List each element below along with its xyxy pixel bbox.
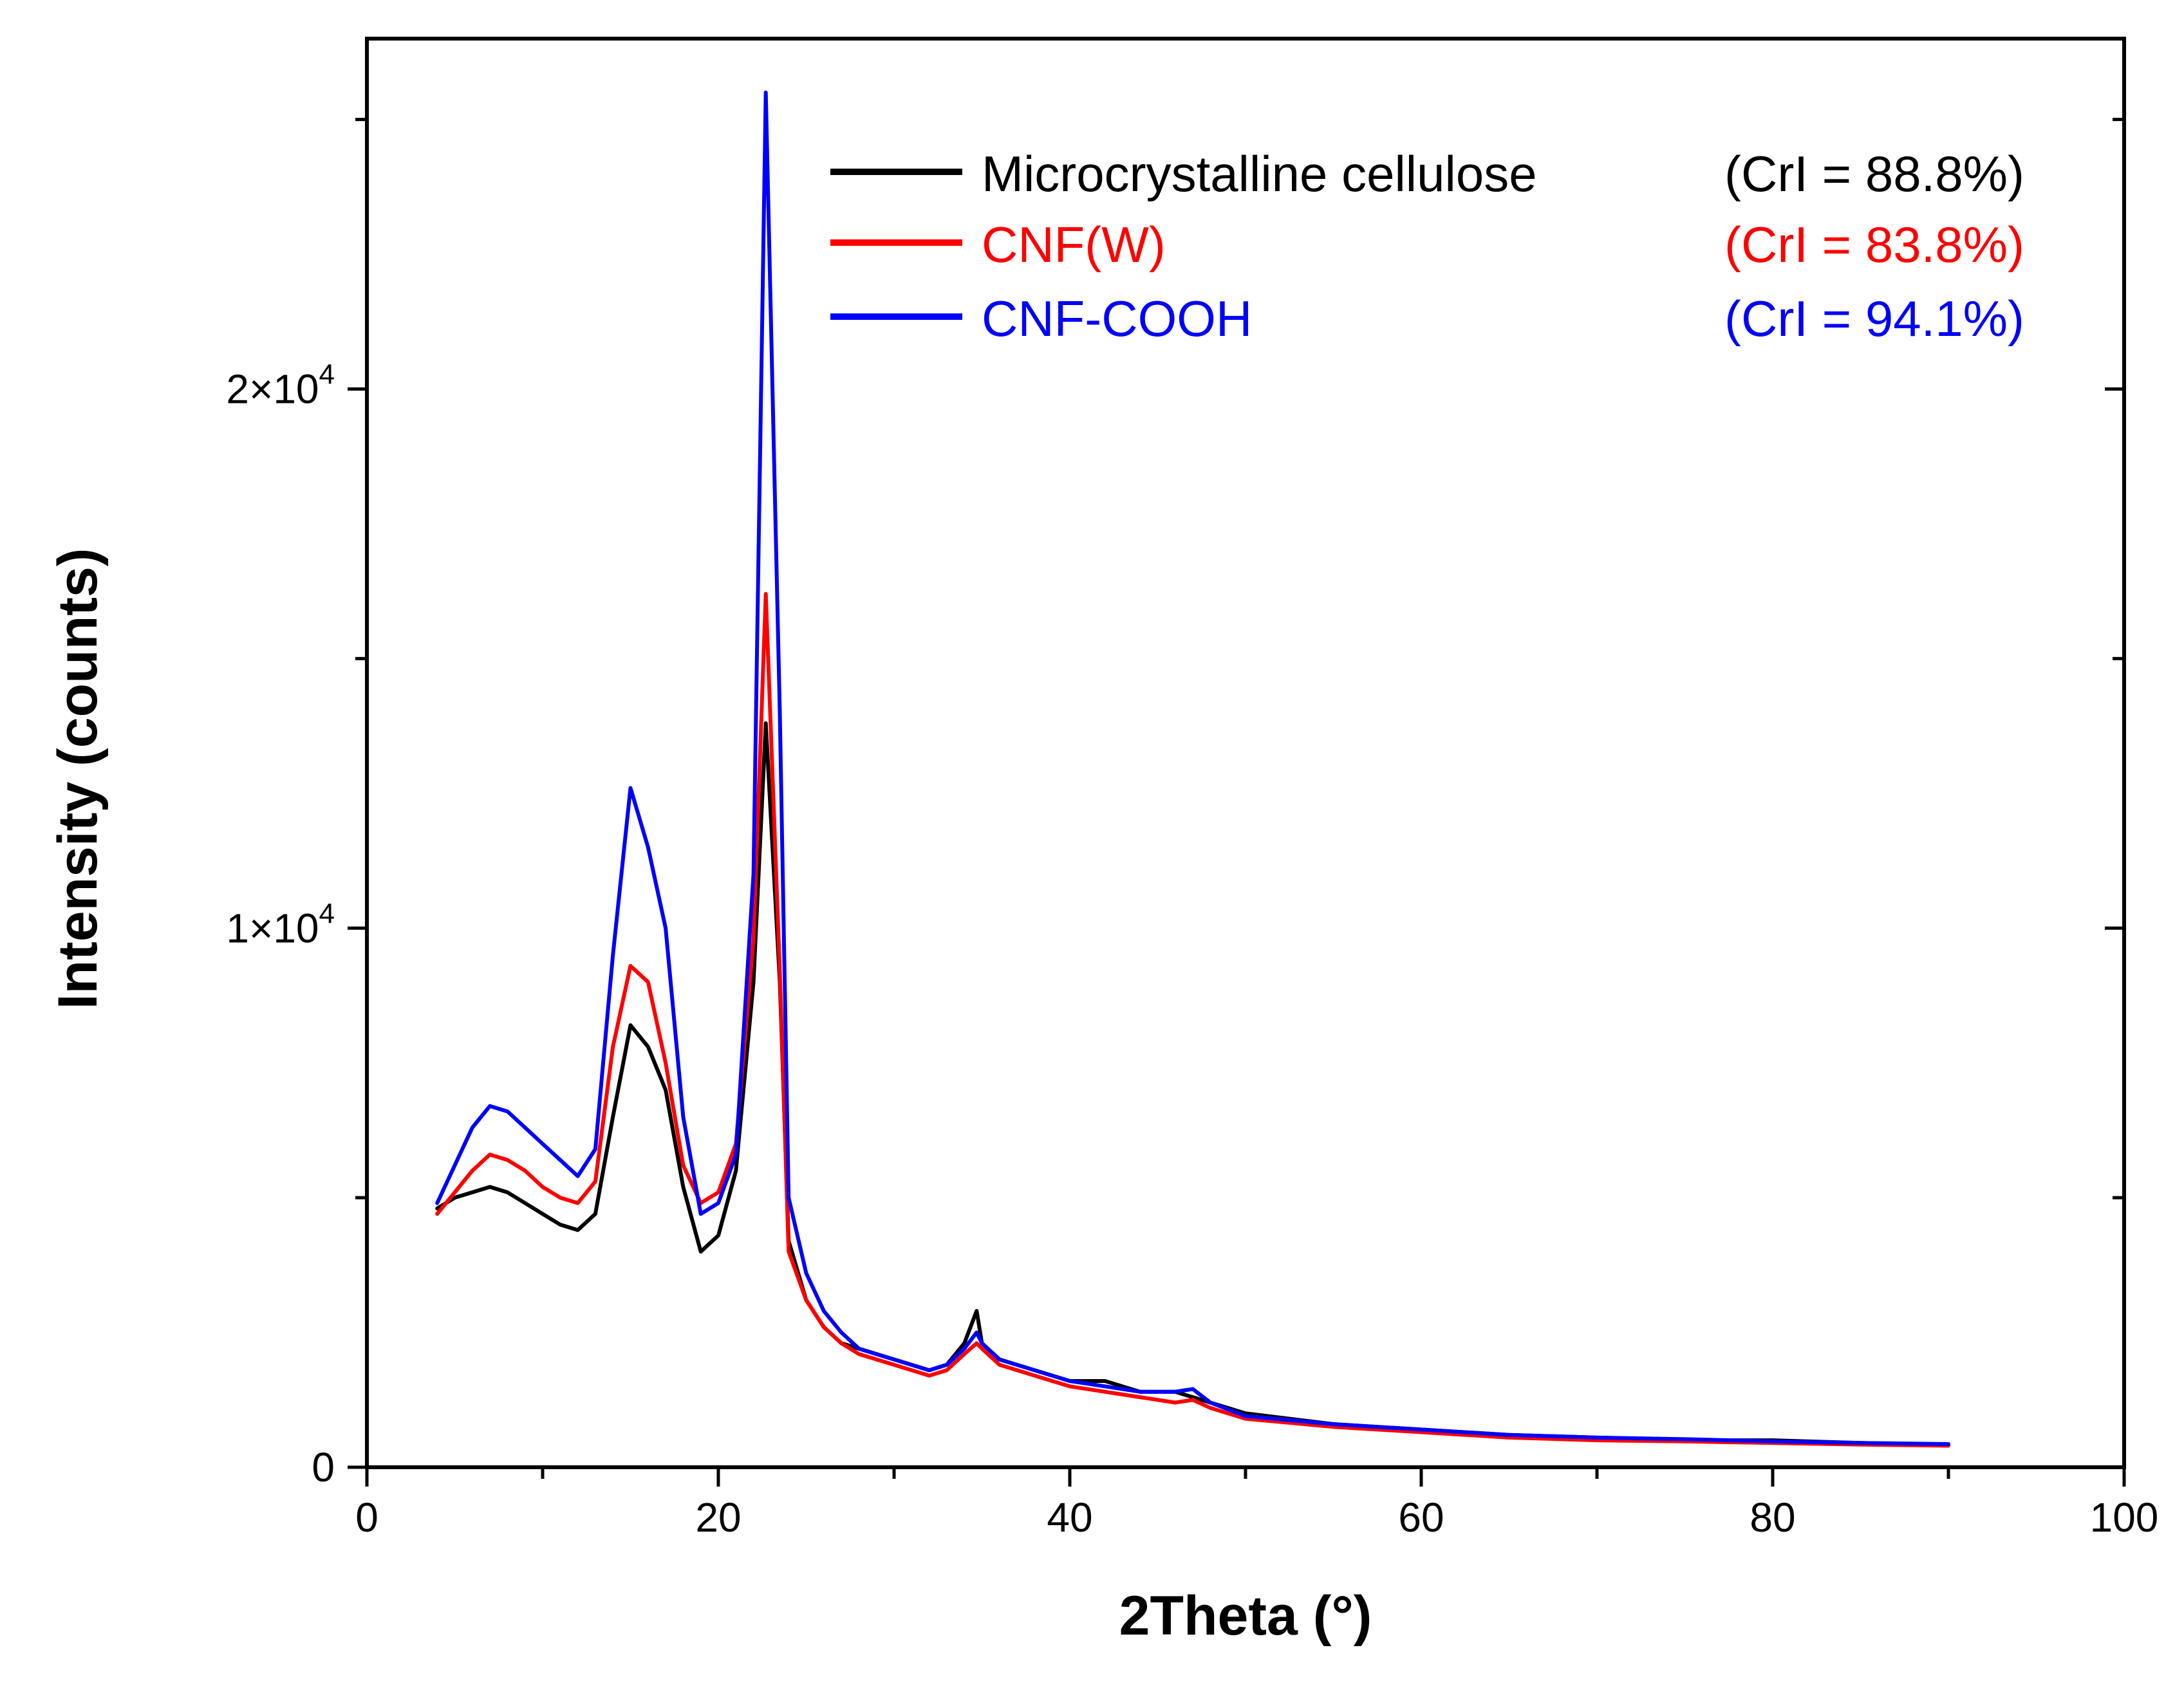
legend: Microcrystalline cellulose (CrI = 88.8%)… [830, 145, 2024, 347]
series-line-cnf-w [435, 591, 1950, 1448]
x-axis-title: 2Theta (°) [1119, 1585, 1372, 1647]
series-line-cnf-cooh [435, 90, 1950, 1446]
series-line-microcrystalline-cellulose [435, 721, 1950, 1447]
y-tick-label: 1×104 [226, 898, 335, 951]
legend-crl-cnf-cooh: (CrI = 94.1%) [1724, 290, 2024, 347]
x-tick-label: 100 [2090, 1494, 2159, 1541]
legend-label-cnf-cooh: CNF-COOH [982, 290, 1252, 347]
y-tick-label: 2×104 [226, 359, 335, 413]
x-tick-label: 40 [1047, 1494, 1092, 1541]
plot-frame [365, 37, 2126, 1469]
y-tick-label: 0 [312, 1444, 335, 1490]
x-tick-label: 60 [1398, 1494, 1444, 1541]
series-layer [435, 90, 1950, 1448]
y-axis-title: Intensity (counts) [47, 548, 109, 1010]
x-tick-label: 0 [355, 1494, 378, 1541]
legend-label-microcrystalline-cellulose: Microcrystalline cellulose [982, 145, 1537, 202]
legend-crl-cnf-w: (CrI = 83.8%) [1724, 216, 2024, 273]
tick-label-layer: 0 20 40 60 80 100 0 1×104 2×104 [226, 359, 2158, 1541]
legend-crl-microcrystalline-cellulose: (CrI = 88.8%) [1724, 145, 2024, 202]
legend-label-cnf-w: CNF(W) [982, 216, 1166, 273]
x-tick-label: 80 [1750, 1494, 1795, 1541]
x-tick-label: 20 [695, 1494, 741, 1541]
